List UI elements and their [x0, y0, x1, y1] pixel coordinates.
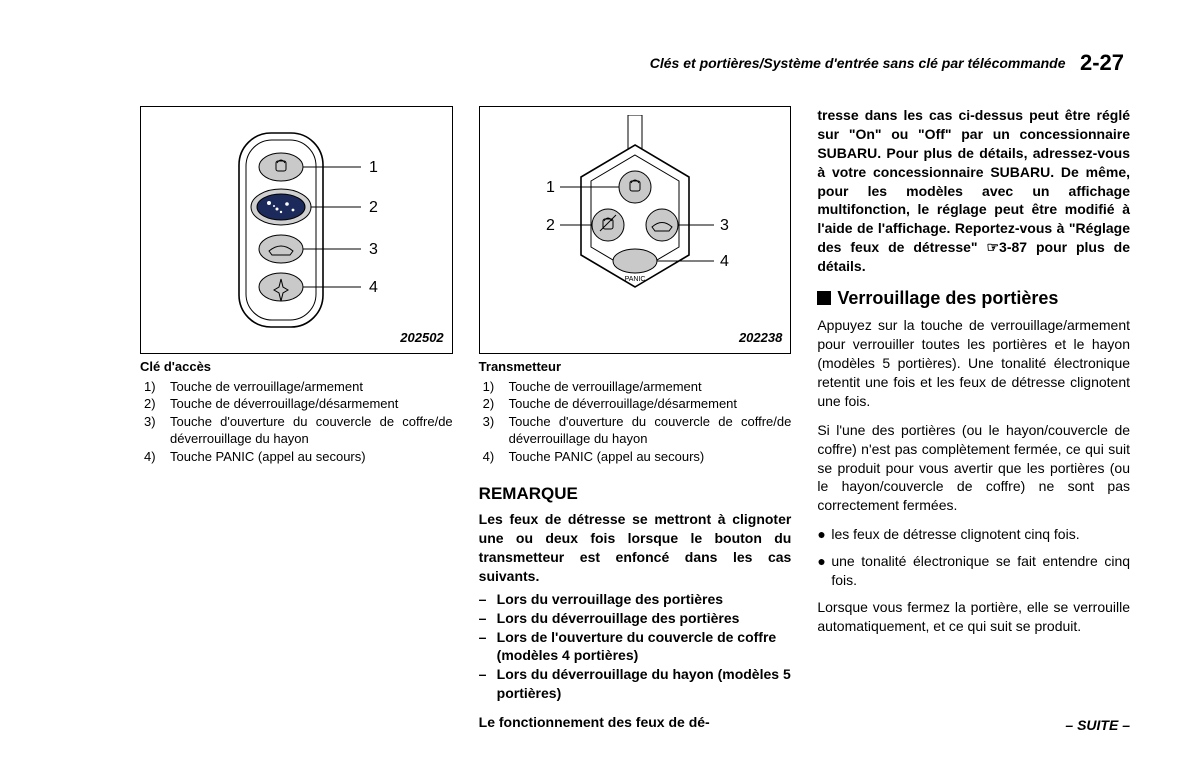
transmitter-illustration: PANIC 1 2 3 4: [500, 115, 770, 345]
column-1: 1 2 3 4 202502 Clé d'accès 1)Touche de v…: [140, 106, 453, 732]
breadcrumb: Clés et portières/Système d'entrée sans …: [650, 55, 1066, 71]
bullet-text: les feux de détresse clignotent cinq foi…: [831, 525, 1079, 544]
page-number: 2-27: [1080, 50, 1124, 75]
caption-num: 2): [140, 395, 170, 413]
page: Clés et portières/Système d'entrée sans …: [0, 0, 1200, 763]
content-columns: 1 2 3 4 202502 Clé d'accès 1)Touche de v…: [140, 106, 1130, 732]
remarque-continuation: Le fonctionnement des feux de dé-: [479, 713, 792, 732]
caption-num: 4): [140, 448, 170, 466]
column-2: PANIC 1 2 3 4 202238 Transmetteur 1)Touc…: [479, 106, 792, 732]
remarque-title: REMARQUE: [479, 483, 792, 506]
access-key-illustration: 1 2 3 4: [161, 115, 431, 345]
page-header: Clés et portières/Système d'entrée sans …: [140, 50, 1130, 76]
figure-access-key: 1 2 3 4 202502: [140, 106, 453, 354]
callout-1: 1: [369, 159, 378, 176]
caption-text: Touche de déverrouillage/désarmement: [509, 395, 792, 413]
caption-text: Touche PANIC (appel au secours): [170, 448, 453, 466]
caption-num: 4): [479, 448, 509, 466]
square-bullet-icon: [817, 291, 831, 305]
caption-num: 3): [140, 413, 170, 448]
callout-1: 1: [546, 179, 555, 196]
caption-text: Touche de verrouillage/armement: [509, 378, 792, 396]
callout-2: 2: [369, 199, 378, 216]
remarque-item: Lors du déverrouillage du hayon (modèles…: [497, 665, 792, 703]
remarque-item: Lors de l'ouverture du couvercle de coff…: [497, 628, 792, 666]
remarque-intro: Les feux de détresse se mettront à clign…: [479, 510, 792, 586]
caption-text: Touche PANIC (appel au secours): [509, 448, 792, 466]
bullet-item: ●les feux de détresse clignotent cinq fo…: [817, 525, 1130, 544]
caption-text: Touche d'ouverture du couvercle de coffr…: [509, 413, 792, 448]
figure-code: 202238: [739, 329, 782, 347]
col3-p2: Si l'une des portières (ou le hayon/couv…: [817, 421, 1130, 515]
col3-p1: Appuyez sur la touche de verrouillage/ar…: [817, 316, 1130, 410]
caption-num: 1): [479, 378, 509, 396]
caption-num: 3): [479, 413, 509, 448]
remarque-item: Lors du déverrouillage des portières: [497, 609, 740, 628]
callout-3: 3: [720, 217, 729, 234]
caption-text: Touche de déverrouillage/désarmement: [170, 395, 453, 413]
caption-num: 1): [140, 378, 170, 396]
caption-text: Touche de verrouillage/armement: [170, 378, 453, 396]
figure2-title: Transmetteur: [479, 358, 792, 376]
remarque-list: –Lors du verrouillage des portières –Lor…: [479, 590, 792, 703]
panic-label: PANIC: [625, 276, 646, 283]
callout-4: 4: [720, 253, 729, 270]
section-heading-lock: Verrouillage des portières: [817, 286, 1130, 310]
caption-text: Touche d'ouverture du couvercle de coffr…: [170, 413, 453, 448]
bullet-item: ●une tonalité électronique se fait enten…: [817, 552, 1130, 590]
bullet-text: une tonalité électronique se fait entend…: [831, 552, 1130, 590]
col3-continuation: tresse dans les cas ci-dessus peut être …: [817, 106, 1130, 276]
figure-transmitter: PANIC 1 2 3 4 202238: [479, 106, 792, 354]
figure1-caption-list: 1)Touche de verrouillage/armement 2)Touc…: [140, 378, 453, 466]
col3-p3: Lorsque vous fermez la portière, elle se…: [817, 598, 1130, 636]
figure2-caption-list: 1)Touche de verrouillage/armement 2)Touc…: [479, 378, 792, 466]
continued-marker: – SUITE –: [1065, 717, 1130, 733]
figure-code: 202502: [400, 329, 443, 347]
figure1-title: Clé d'accès: [140, 358, 453, 376]
column-3: tresse dans les cas ci-dessus peut être …: [817, 106, 1130, 732]
caption-num: 2): [479, 395, 509, 413]
callout-2: 2: [546, 217, 555, 234]
callout-4: 4: [369, 279, 378, 296]
heading-text: Verrouillage des portières: [837, 288, 1058, 308]
callout-3: 3: [369, 241, 378, 258]
remarque-item: Lors du verrouillage des portières: [497, 590, 723, 609]
